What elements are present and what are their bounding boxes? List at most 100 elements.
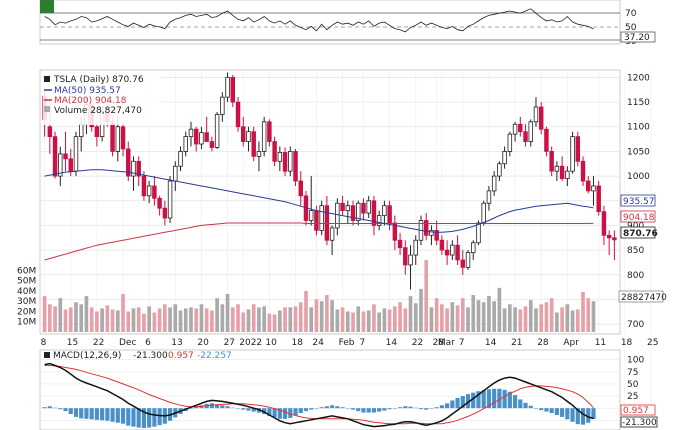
volume-bar [419,288,423,332]
rsi-frame [39,0,621,45]
candle-up [319,205,324,231]
macd-histogram-bar [298,408,303,414]
last-price-badge [620,226,656,239]
candle-up [78,123,84,138]
date-tick-label: 7 [359,338,365,348]
macd-histogram-bar [314,408,319,409]
candle-down [575,136,581,162]
candle-down [47,126,53,138]
volume-bar [272,314,277,332]
macd-histogram-bar [58,408,63,410]
candle-down [157,197,162,209]
macd-histogram-bar [580,408,586,425]
macd-histogram-bar [47,406,52,409]
volume-bar [267,313,272,332]
macd-histogram-bar [147,408,152,428]
volume-bar [330,300,334,332]
volume-bar [434,298,439,332]
macd-histogram-bar [450,400,455,409]
price-legend: TSLA (Daily) 870.76 MA(50) 935.57 MA(200… [43,73,161,125]
volume-bar [152,312,157,332]
date-tick-label: 21 [511,338,522,348]
volume-bar [74,302,78,332]
candle-down [126,148,131,177]
macd-histogram-bar [481,390,486,409]
volume-bar [382,308,387,332]
macd-value-badge-label: -21.300 [622,418,657,428]
price-tick-label: 800 [627,271,644,281]
macd-tick-label: 100 [627,356,644,366]
macd-histogram-bar [241,408,246,410]
legend-ticker: TSLA (Daily) 870.76 [53,75,144,85]
macd-histogram-bar [533,408,539,409]
volume-bar [314,299,319,332]
macd-histogram-bar [324,406,329,409]
volume-bar [147,306,151,332]
volume-bar [539,304,544,332]
volume-bar [351,312,355,332]
macd-histogram-bar [251,408,256,412]
candle-up [173,165,178,182]
macd-histogram-bar [387,408,392,410]
volume-bar [220,304,225,332]
macd-legend-signal: 0.957 [168,351,194,361]
macd-histogram-bar [455,398,460,409]
macd-histogram-bar [126,408,131,426]
volume-bar [487,296,491,332]
price-panel: 12001150110010501000950900850800750700 6… [17,69,667,430]
candle-up [471,242,476,253]
volume-bar [199,304,204,332]
volume-bar [241,312,246,332]
date-tick-label: 22 [412,338,423,348]
candle-down [439,239,445,251]
candle-up [429,229,434,236]
macd-histogram-bar [392,408,397,409]
ma200-badge-label: 904.18 [623,213,655,223]
volume-bar [168,307,172,332]
volume-badge-label: 28827470 [621,293,667,303]
price-tick-label: 1050 [627,147,650,157]
candle-up [73,136,79,172]
macd-histogram-bar [518,399,523,409]
macd-histogram-bar [502,389,507,409]
volume-bar [591,301,596,332]
candle-down [403,247,408,266]
price-tick-label: 700 [627,320,644,330]
macd-histogram-bar [110,408,115,422]
macd-histogram-bar [371,408,377,413]
macd-signal-badge [620,404,656,416]
volume-bar [335,309,340,332]
volume-bar [121,294,125,332]
candle-down [120,126,126,150]
volume-bar [42,296,47,332]
candle-down [204,132,209,142]
candle-down [209,141,215,148]
candle-up [591,185,596,192]
macd-histogram-bar [262,408,267,414]
volume-bar [440,304,444,332]
last-price-label: 870.76 [623,229,658,239]
candle-up [329,227,335,241]
volume-bar [189,307,193,332]
macd-histogram-bar [277,408,282,419]
volume-bar [523,306,528,332]
candle-down [559,165,565,179]
macd-histogram-bar [403,406,408,409]
candle-up [565,170,570,179]
volume-bar [173,304,178,332]
macd-histogram-bar [345,408,350,409]
candle-down [68,158,73,172]
macd-histogram-bar [68,408,73,414]
macd-histogram-bar [544,408,549,412]
macd-histogram-bar [560,408,565,417]
candle-up [199,132,204,145]
candle-up [366,200,371,214]
volume-bar [460,298,465,332]
candle-up [497,163,502,177]
candle-up [167,180,173,219]
volume-bar [230,307,235,332]
volume-bar [262,306,266,332]
volume-bar [518,309,523,332]
candle-up [376,215,382,226]
